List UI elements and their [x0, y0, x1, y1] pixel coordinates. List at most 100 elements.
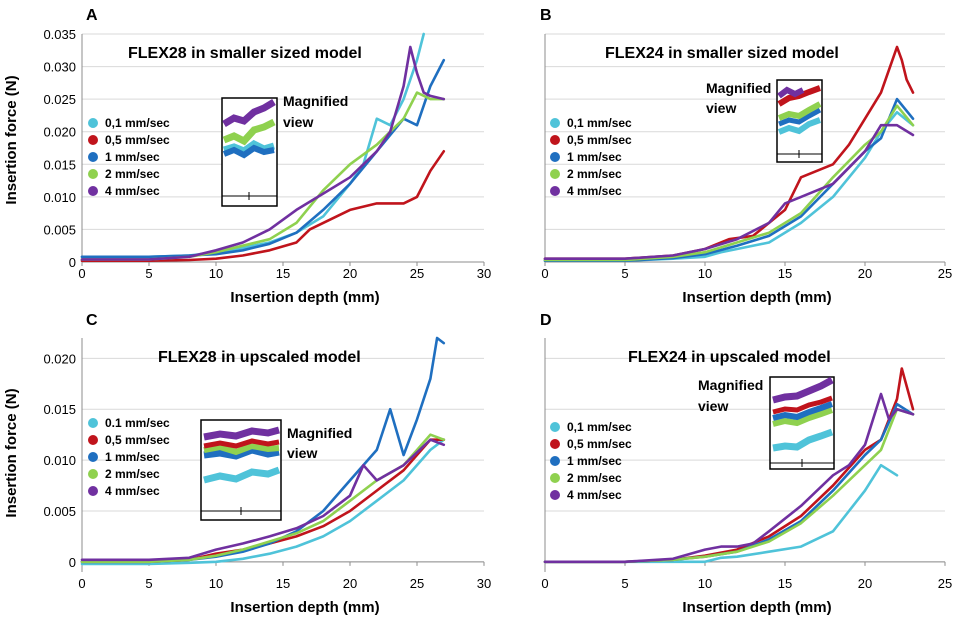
x-tick-label: 15	[276, 576, 290, 591]
series-line	[80, 438, 446, 566]
x-tick-label: 10	[209, 266, 223, 281]
legend-dot	[550, 490, 560, 500]
y-tick-label: 0.020	[43, 125, 76, 140]
inset-line	[772, 395, 833, 415]
x-tick-label: 10	[698, 576, 712, 591]
legend-item: 2 mm/sec	[88, 467, 160, 481]
x-tick-label: 20	[343, 576, 357, 591]
legend-label: 0,5 mm/sec	[567, 133, 632, 147]
inset-line	[203, 446, 280, 460]
legend-item: 4 mm/sec	[550, 184, 622, 198]
panel-c-magnified-label: Magnified	[287, 425, 352, 441]
inset-line	[203, 442, 280, 456]
legend-item: 0,5 mm/sec	[550, 133, 632, 147]
legend-item: 1 mm/sec	[88, 150, 160, 164]
series-line	[80, 150, 446, 263]
legend-dot	[88, 452, 98, 462]
panel-a-legend: 0,1 mm/sec 0,5 mm/sec 1 mm/sec 2 mm/sec …	[88, 116, 170, 198]
legend-dot	[550, 118, 560, 128]
x-tick-label: 20	[858, 266, 872, 281]
legend-label: 4 mm/sec	[105, 184, 160, 198]
series-line	[543, 463, 899, 564]
legend-item: 1 mm/sec	[550, 454, 622, 468]
legend-dot	[88, 135, 98, 145]
panel-b-legend: 0,1 mm/sec 0,5 mm/sec 1 mm/sec 2 mm/sec …	[550, 116, 632, 198]
y-tick-label: 0.005	[43, 222, 76, 237]
series-line	[543, 123, 915, 261]
legend-label: 0,5 mm/sec	[567, 437, 632, 451]
legend-label: 2 mm/sec	[567, 167, 622, 181]
inset-line	[777, 85, 822, 107]
legend-item: 4 mm/sec	[88, 484, 160, 498]
legend-label: 2 mm/sec	[105, 467, 160, 481]
panel-b-title: FLEX24 in smaller sized model	[605, 45, 839, 62]
inset-line	[222, 98, 276, 128]
legend-dot	[88, 169, 98, 179]
x-tick-label: 20	[343, 266, 357, 281]
y-tick-label: 0.035	[43, 27, 76, 42]
legend-dot	[550, 473, 560, 483]
x-tick-label: 25	[410, 266, 424, 281]
legend-item: 0,5 mm/sec	[550, 437, 632, 451]
panel-a-y-label: Insertion force (N)	[3, 75, 20, 204]
x-tick-label: 5	[621, 576, 628, 591]
x-tick-label: 0	[541, 266, 548, 281]
legend-item: 0,5 mm/sec	[88, 433, 170, 447]
legend-item: 0,1 mm/sec	[550, 420, 632, 434]
legend-item: 4 mm/sec	[88, 184, 160, 198]
x-tick-label: 5	[621, 266, 628, 281]
x-tick-label: 20	[858, 576, 872, 591]
legend-label: 0,1 mm/sec	[567, 420, 632, 434]
legend-dot	[88, 186, 98, 196]
legend-item: 0,5 mm/sec	[88, 133, 170, 147]
y-tick-label: 0	[69, 255, 76, 270]
panel-d: D 0 5 10 15 20 25 FLEX24 in upscaled model In…	[540, 312, 952, 616]
panel-a-magnified-inset: Magnified view	[221, 93, 348, 207]
legend-dot	[88, 152, 98, 162]
inset-line	[772, 428, 834, 452]
y-tick-label: 0.025	[43, 92, 76, 107]
legend-dot	[550, 422, 560, 432]
panel-a-magnified-label: Magnified	[283, 93, 348, 109]
legend-dot	[88, 118, 98, 128]
legend-item: 0,1 mm/sec	[88, 116, 170, 130]
x-tick-label: 10	[209, 576, 223, 591]
panel-d-magnified-inset: Magnified view	[698, 376, 835, 470]
inset-line	[772, 376, 834, 404]
panel-b-plot: 0 5 10 15 20 25	[541, 33, 952, 281]
legend-dot	[550, 456, 560, 466]
x-tick-label: 0	[541, 576, 548, 591]
legend-label: 0,5 mm/sec	[105, 433, 170, 447]
panel-a-title: FLEX28 in smaller sized model	[128, 45, 362, 62]
panel-d-plot: 0 5 10 15 20 25	[541, 338, 952, 591]
inset-line	[203, 438, 280, 449]
panel-c-magnified-inset: Magnified view	[200, 419, 352, 521]
x-tick-label: 25	[410, 576, 424, 591]
y-tick-label: 0.020	[43, 351, 76, 366]
legend-item: 4 mm/sec	[550, 488, 622, 502]
panel-d-magnified-label: Magnified	[698, 377, 763, 393]
legend-dot	[550, 169, 560, 179]
x-tick-label: 15	[778, 266, 792, 281]
legend-dot	[88, 486, 98, 496]
panel-d-legend: 0,1 mm/sec 0,5 mm/sec 1 mm/sec 2 mm/sec …	[550, 420, 632, 502]
inset-line	[222, 118, 276, 146]
legend-item: 2 mm/sec	[550, 471, 622, 485]
inset-line	[772, 401, 834, 421]
legend-label: 4 mm/sec	[105, 484, 160, 498]
y-tick-label: 0.010	[43, 453, 76, 468]
x-tick-label: 5	[145, 576, 152, 591]
inset-line	[222, 144, 275, 159]
legend-dot	[550, 186, 560, 196]
y-tick-label: 0.005	[43, 504, 76, 519]
legend-item: 1 mm/sec	[550, 150, 622, 164]
panel-c-x-label: Insertion depth (mm)	[230, 599, 379, 616]
legend-label: 1 mm/sec	[105, 150, 160, 164]
x-tick-label: 25	[938, 576, 952, 591]
legend-label: 1 mm/sec	[105, 450, 160, 464]
panel-c-view-label: view	[287, 445, 317, 461]
panel-a-letter: A	[86, 7, 98, 24]
y-tick-label: 0.030	[43, 60, 76, 75]
panel-b-view-label: view	[706, 100, 736, 116]
